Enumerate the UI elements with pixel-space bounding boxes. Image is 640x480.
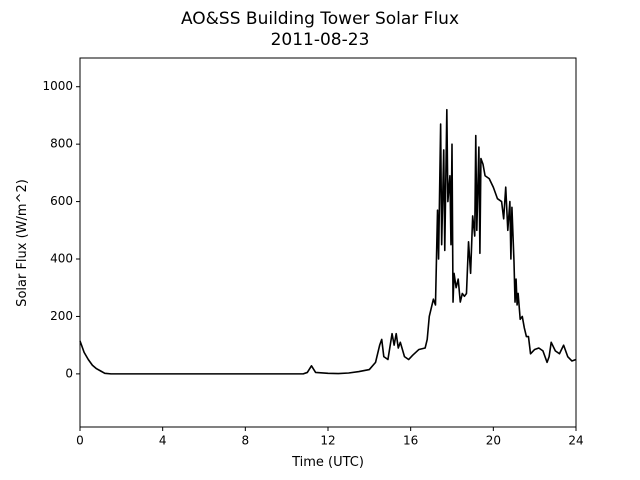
y-tick-label: 1000 — [42, 79, 73, 93]
y-tick-label: 400 — [50, 252, 73, 266]
y-tick-label: 0 — [65, 366, 73, 380]
y-tick-label: 200 — [50, 309, 73, 323]
x-tick-label: 16 — [403, 434, 418, 448]
chart-title: AO&SS Building Tower Solar Flux — [181, 9, 459, 29]
plot-frame — [79, 57, 577, 428]
x-tick-label: 24 — [568, 434, 583, 448]
x-tick-label: 8 — [242, 434, 250, 448]
x-tick-label: 0 — [76, 434, 84, 448]
x-tick-label: 20 — [486, 434, 501, 448]
x-axis-label: Time (UTC) — [291, 455, 364, 470]
y-tick-label: 600 — [50, 194, 73, 208]
x-tick-label: 12 — [320, 434, 335, 448]
y-tick-label: 800 — [50, 137, 73, 151]
data-line — [79, 108, 577, 375]
x-tick-label: 4 — [159, 434, 167, 448]
y-axis-label: Solar Flux (W/m^2) — [15, 179, 30, 307]
chart-subtitle: 2011-08-23 — [271, 30, 370, 50]
